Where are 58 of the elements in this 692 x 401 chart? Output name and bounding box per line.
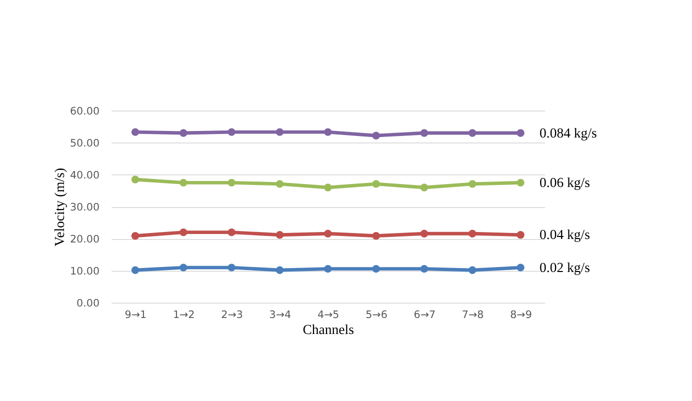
y-tick-label: 60.00	[70, 105, 100, 118]
point	[372, 180, 380, 188]
point	[276, 128, 284, 136]
y-tick-label: 30.00	[70, 202, 100, 214]
point	[516, 129, 524, 137]
point	[324, 184, 332, 192]
y-tick-label: 40.00	[70, 170, 100, 182]
point	[180, 228, 188, 236]
point	[372, 264, 380, 273]
series-label: 0.06 kg/s	[540, 174, 590, 190]
x-tick-label: 4→5	[317, 308, 340, 321]
point	[468, 129, 476, 137]
point	[228, 128, 236, 136]
point	[372, 232, 380, 240]
point	[372, 132, 380, 140]
point	[516, 231, 524, 239]
point	[420, 230, 428, 238]
x-tick-label: 5→6	[366, 308, 388, 321]
y-axis-title: Velocity (m/s)	[52, 168, 67, 246]
x-tick-label: 1→2	[172, 308, 195, 321]
point	[276, 231, 284, 239]
x-axis-title: Channels	[302, 322, 354, 338]
point	[131, 176, 140, 184]
x-tick-label: 2→3	[221, 308, 243, 321]
series-label: 0.084 kg/s	[540, 125, 597, 140]
point	[276, 266, 284, 274]
point	[420, 129, 428, 137]
point	[324, 264, 332, 273]
series-label: 0.04 kg/s	[540, 227, 590, 242]
point	[324, 230, 332, 238]
point	[516, 264, 524, 272]
point	[276, 180, 284, 188]
y-tick-label: 50.00	[70, 138, 100, 150]
point	[131, 128, 140, 136]
point	[228, 264, 236, 272]
point	[180, 178, 188, 187]
point	[180, 264, 188, 272]
y-tick-label: 10.00	[70, 266, 100, 278]
point	[131, 266, 140, 274]
x-tick-label: 6→7	[414, 308, 436, 321]
point	[468, 266, 476, 274]
point	[131, 232, 140, 240]
point	[420, 184, 428, 192]
point	[420, 264, 428, 273]
series-label: 0.02 kg/s	[540, 260, 590, 275]
point	[468, 180, 476, 188]
point	[228, 228, 236, 236]
point	[516, 178, 524, 187]
point	[180, 129, 188, 137]
x-tick-label: 8→9	[510, 308, 532, 321]
x-tick-label: 7→8	[462, 308, 484, 321]
point	[324, 128, 332, 136]
y-tick-label: 0.00	[76, 298, 100, 310]
point	[228, 178, 236, 187]
x-tick-label: 9→1	[124, 308, 147, 321]
point	[468, 230, 476, 238]
y-tick-label: 20.00	[70, 234, 100, 246]
x-tick-label: 3→4	[269, 308, 292, 321]
